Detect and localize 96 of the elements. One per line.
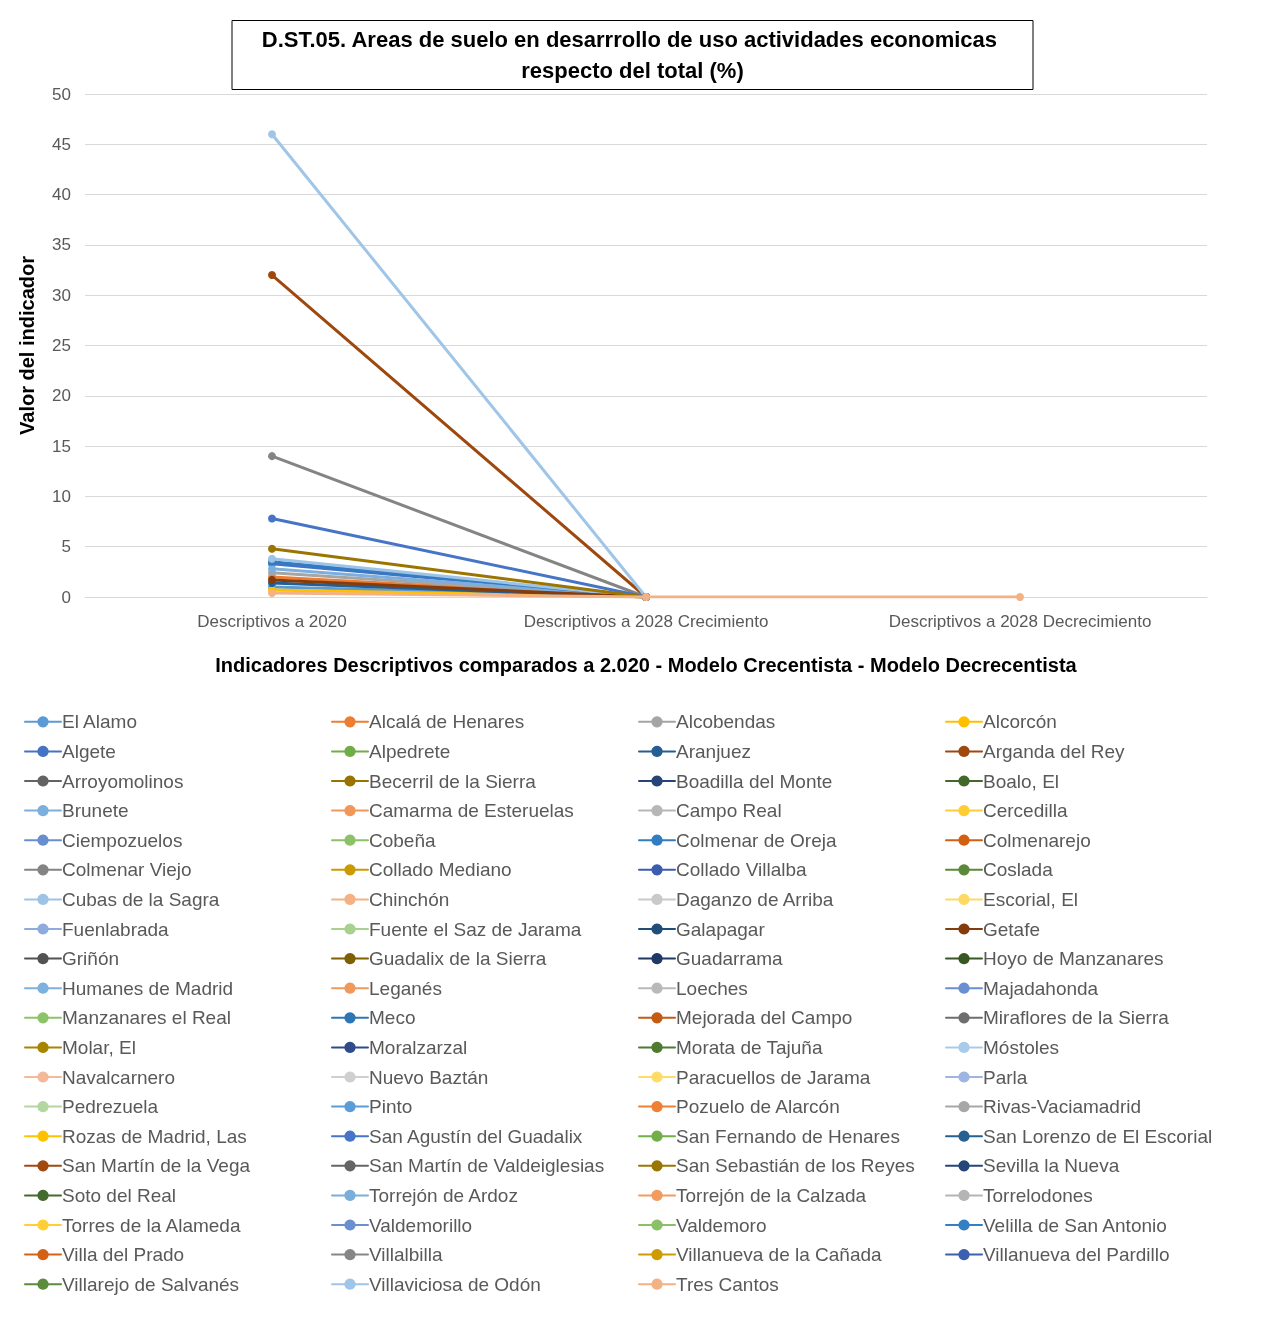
legend-label: Arroyomolinos [62, 770, 184, 792]
legend-label: Camarma de Esteruelas [369, 800, 574, 822]
legend-label: Collado Villalba [676, 859, 808, 881]
legend-label: Torrejón de la Calzada [676, 1184, 867, 1206]
legend-label: Colmenarejo [983, 829, 1091, 851]
legend-label: Cobeña [369, 829, 436, 851]
y-tick-label: 30 [52, 285, 71, 305]
legend-label: Soto del Real [62, 1184, 177, 1206]
legend-label: Getafe [983, 918, 1041, 940]
legend-label: San Lorenzo de El Escorial [983, 1125, 1213, 1147]
legend-label: Loeches [676, 977, 748, 999]
y-axis-title: Valor del indicador [16, 255, 38, 435]
legend-label: Collado Mediano [369, 859, 512, 881]
legend-label: Alcorcón [983, 711, 1057, 733]
x-tick-label: Descriptivos a 2020 [197, 612, 347, 631]
legend-label: Becerril de la Sierra [369, 770, 537, 792]
legend-label: Mejorada del Campo [676, 1007, 853, 1029]
x-axis-title: Indicadores Descriptivos comparados a 2.020 - Modelo Crecentista - Modelo Decrecentista [215, 654, 1078, 676]
legend-label: Valdemoro [676, 1214, 767, 1236]
legend-label: Nuevo Baztán [369, 1066, 489, 1088]
y-tick-label: 0 [61, 587, 71, 607]
legend-label: Campo Real [676, 800, 782, 822]
legend-label: Manzanares el Real [62, 1007, 231, 1029]
legend-label: Chinchón [369, 888, 450, 910]
legend-label: Sevilla la Nueva [983, 1155, 1120, 1177]
legend-label: Guadarrama [676, 948, 784, 970]
legend-label: Rozas de Madrid, Las [62, 1125, 247, 1147]
legend-label: Villanueva del Pardillo [983, 1244, 1170, 1266]
legend-label: Galapagar [676, 918, 766, 940]
y-tick-label: 20 [52, 386, 71, 406]
legend-label: Navalcarnero [62, 1066, 175, 1088]
legend-label: Guadalix de la Sierra [369, 948, 547, 970]
legend-label: Griñón [62, 948, 120, 970]
legend-label: Aranjuez [676, 740, 751, 762]
legend-label: Tres Cantos [676, 1273, 779, 1295]
legend-label: Fuenlabrada [62, 918, 170, 940]
y-tick-label: 45 [52, 134, 71, 154]
legend-label: Molar, El [62, 1036, 136, 1058]
legend-label: Villaviciosa de Odón [369, 1273, 541, 1295]
y-tick-label: 50 [52, 84, 71, 104]
legend-label: Villa del Prado [62, 1244, 185, 1266]
legend-label: Escorial, El [983, 888, 1079, 910]
x-tick-label: Descriptivos a 2028 Decrecimiento [888, 612, 1152, 631]
legend-label: Cercedilla [983, 800, 1068, 822]
legend-label: Hoyo de Manzanares [983, 948, 1164, 970]
legend-label: Torrejón de Ardoz [369, 1184, 518, 1206]
legend-label: Villalbilla [369, 1244, 444, 1266]
legend-label: Torres de la Alameda [62, 1214, 241, 1236]
legend-label: San Martín de la Vega [62, 1155, 251, 1177]
chart-title: D.ST.05. Areas de suelo en desarrrollo de uso actividades economicas respecto del total (%) [261, 27, 1004, 83]
legend-label: El Alamo [62, 711, 137, 733]
legend-label: Humanes de Madrid [62, 977, 234, 999]
y-tick-label: 15 [52, 436, 71, 456]
legend-label: Moralzarzal [369, 1036, 468, 1058]
legend-label: Villarejo de Salvanés [62, 1273, 240, 1295]
y-tick-label: 25 [52, 336, 71, 355]
legend-label: Villanueva de la Cañada [676, 1244, 883, 1266]
legend-label: San Fernando de Henares [676, 1125, 900, 1147]
legend-label: Alcobendas [676, 711, 776, 733]
legend-label: Alpedrete [369, 740, 451, 762]
legend-label: San Agustín del Guadalix [369, 1125, 583, 1147]
legend-label: Algete [62, 740, 116, 762]
legend-label: Pinto [369, 1096, 413, 1118]
legend-label: Miraflores de la Sierra [983, 1007, 1170, 1029]
legend-label: Alcalá de Henares [369, 711, 525, 733]
legend-label: Torrelodones [983, 1184, 1093, 1206]
y-tick-label: 35 [52, 235, 71, 255]
legend-label: Boadilla del Monte [676, 770, 833, 792]
legend-label: Colmenar de Oreja [676, 829, 837, 851]
legend-label: San Martín de Valdeiglesias [369, 1155, 605, 1177]
legend-label: Fuente el Saz de Jarama [369, 918, 582, 940]
legend-label: Arganda del Rey [983, 740, 1126, 762]
legend-label: Rivas-Vaciamadrid [983, 1096, 1142, 1118]
y-tick-label: 40 [52, 185, 71, 205]
legend-label: Valdemorillo [369, 1214, 473, 1236]
legend-label: Móstoles [983, 1036, 1060, 1058]
legend-label: Cubas de la Sagra [62, 888, 220, 910]
legend-label: Parla [983, 1066, 1028, 1088]
legend-label: Ciempozuelos [62, 829, 183, 851]
x-tick-label: Descriptivos a 2028 Crecimiento [523, 612, 769, 631]
legend-label: Meco [369, 1007, 416, 1029]
legend-label: Velilla de San Antonio [983, 1214, 1167, 1236]
legend-label: Brunete [62, 800, 129, 822]
legend-label: Daganzo de Arriba [676, 888, 834, 910]
legend-label: Pozuelo de Alarcón [676, 1096, 840, 1118]
legend-label: Paracuellos de Jarama [676, 1066, 871, 1088]
y-tick-label: 10 [52, 486, 71, 506]
y-tick-label: 5 [61, 537, 71, 557]
legend-label: Pedrezuela [62, 1096, 159, 1118]
legend-label: Morata de Tajuña [676, 1036, 823, 1058]
legend-label: Boalo, El [983, 770, 1060, 792]
legend-label: Majadahonda [983, 977, 1099, 999]
legend-label: Colmenar Viejo [62, 859, 192, 881]
legend-label: Leganés [369, 977, 442, 999]
legend-label: Coslada [983, 859, 1054, 881]
legend-label: San Sebastián de los Reyes [676, 1155, 915, 1177]
